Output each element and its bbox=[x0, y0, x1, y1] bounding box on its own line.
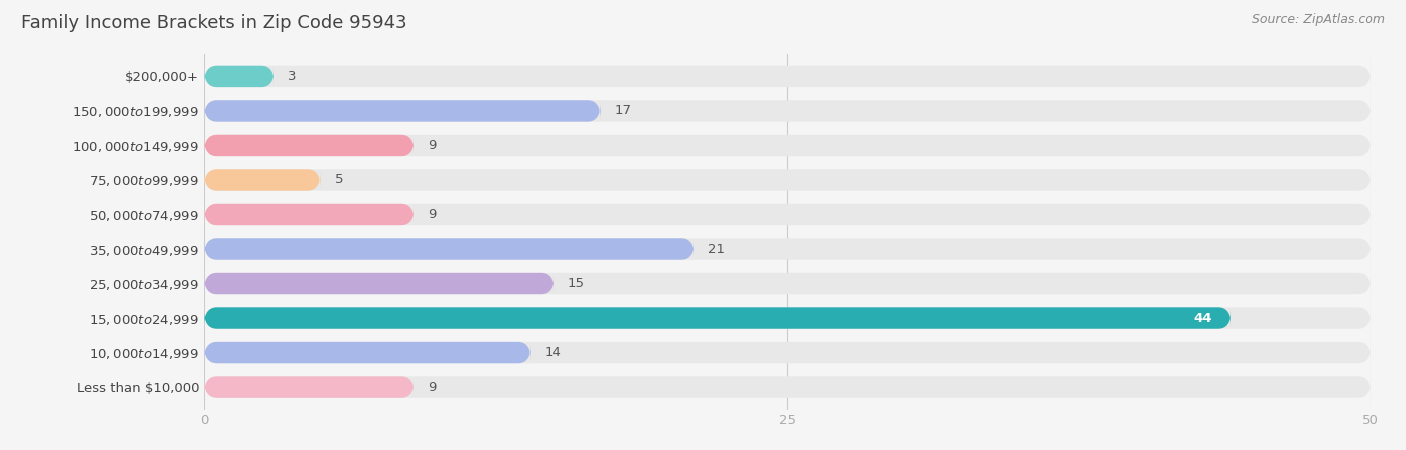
Text: 14: 14 bbox=[544, 346, 561, 359]
FancyBboxPatch shape bbox=[204, 169, 1371, 191]
Text: 9: 9 bbox=[427, 381, 436, 394]
FancyBboxPatch shape bbox=[204, 66, 1371, 87]
FancyBboxPatch shape bbox=[204, 376, 413, 398]
FancyBboxPatch shape bbox=[204, 273, 1371, 294]
FancyBboxPatch shape bbox=[204, 135, 1371, 156]
FancyBboxPatch shape bbox=[204, 342, 1371, 363]
FancyBboxPatch shape bbox=[204, 376, 1371, 398]
Text: 15: 15 bbox=[568, 277, 585, 290]
Text: 9: 9 bbox=[427, 208, 436, 221]
FancyBboxPatch shape bbox=[204, 204, 413, 225]
FancyBboxPatch shape bbox=[204, 273, 554, 294]
FancyBboxPatch shape bbox=[204, 307, 1371, 329]
Text: 3: 3 bbox=[288, 70, 297, 83]
FancyBboxPatch shape bbox=[204, 238, 695, 260]
Text: 44: 44 bbox=[1194, 311, 1212, 324]
Text: 21: 21 bbox=[709, 243, 725, 256]
FancyBboxPatch shape bbox=[204, 100, 600, 122]
Text: Source: ZipAtlas.com: Source: ZipAtlas.com bbox=[1251, 14, 1385, 27]
Text: Family Income Brackets in Zip Code 95943: Family Income Brackets in Zip Code 95943 bbox=[21, 14, 406, 32]
FancyBboxPatch shape bbox=[204, 100, 1371, 122]
FancyBboxPatch shape bbox=[204, 135, 413, 156]
FancyBboxPatch shape bbox=[204, 204, 1371, 225]
Text: 5: 5 bbox=[335, 174, 343, 186]
FancyBboxPatch shape bbox=[204, 66, 274, 87]
FancyBboxPatch shape bbox=[204, 169, 321, 191]
FancyBboxPatch shape bbox=[204, 342, 530, 363]
FancyBboxPatch shape bbox=[204, 307, 1230, 329]
Text: 17: 17 bbox=[614, 104, 631, 117]
Text: 9: 9 bbox=[427, 139, 436, 152]
FancyBboxPatch shape bbox=[204, 238, 1371, 260]
